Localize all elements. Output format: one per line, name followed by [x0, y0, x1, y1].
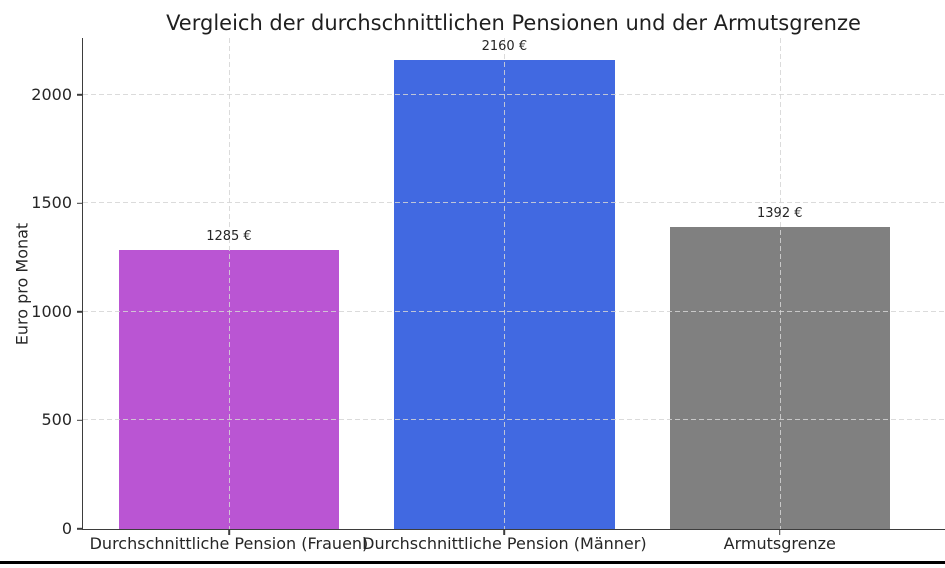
- y-tick-mark-500: [77, 419, 83, 422]
- y-gridline-1000: [83, 310, 945, 312]
- x-tick-mark-durchschnittliche-pension-m-nner: [503, 529, 506, 535]
- y-tick-label-1500: 1500: [31, 193, 72, 213]
- y-tick-label-500: 500: [41, 410, 72, 430]
- chart-title: Vergleich der durchschnittlichen Pension…: [166, 11, 861, 35]
- y-tick-mark-0: [77, 528, 83, 530]
- bar-value-label-durchschnittliche-pension-m-nner: 2160 €: [481, 38, 528, 54]
- bar-value-label-armutsgrenze: 1392 €: [757, 205, 803, 221]
- bar-durchschnittliche-pension-m-nner: [394, 59, 615, 529]
- y-gridline-1500: [83, 202, 945, 204]
- x-tick-label-durchschnittliche-pension-m-nner: Durchschnittliche Pension (Männer): [362, 534, 647, 553]
- plot-area: 0 500 1000 1500 2000 1285 € Durchschnittliche …: [31, 38, 945, 553]
- y-tick-label-1000: 1000: [31, 301, 72, 321]
- y-axis-label: Euro pro Monat: [12, 222, 32, 346]
- y-tick-mark-1500: [77, 202, 83, 204]
- x-gridline-durchschnittliche-pension-frauen: [228, 38, 230, 529]
- x-tick-mark-durchschnittliche-pension-frauen: [228, 529, 230, 535]
- x-gridline-armutsgrenze: [779, 38, 781, 529]
- y-tick-mark-2000: [77, 93, 83, 96]
- x-tick-mark-armutsgrenze: [778, 529, 781, 535]
- y-tick-mark-1000: [77, 310, 83, 313]
- y-gridline-500: [83, 419, 945, 421]
- x-tick-label-durchschnittliche-pension-frauen: Durchschnittliche Pension (Frauen): [89, 534, 369, 553]
- x-gridline-durchschnittliche-pension-m-nner: [504, 38, 506, 529]
- x-tick-label-armutsgrenze: Armutsgrenze: [723, 534, 836, 553]
- bar-value-label-durchschnittliche-pension-frauen: 1285 €: [206, 228, 252, 244]
- y-tick-label-0: 0: [61, 519, 72, 538]
- y-gridline-2000: [83, 93, 945, 95]
- bottom-divider-line: [0, 561, 945, 564]
- y-tick-label-2000: 2000: [31, 84, 72, 104]
